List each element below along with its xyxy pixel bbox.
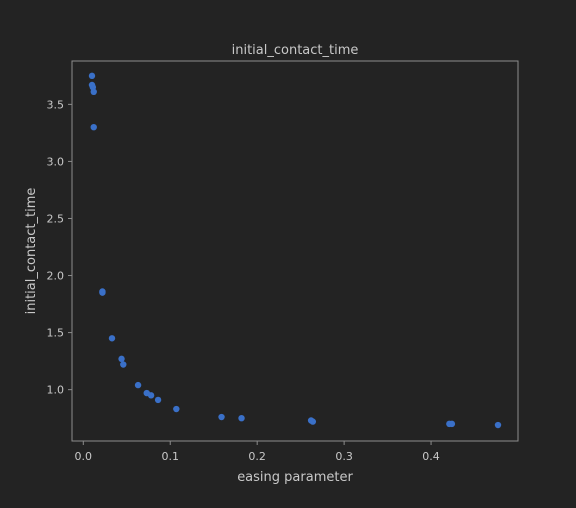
data-points: [88, 72, 502, 429]
y-tick-label: 3.5: [47, 98, 65, 111]
data-point: [134, 381, 142, 389]
data-point: [494, 421, 502, 429]
data-point: [218, 413, 225, 421]
data-point: [99, 289, 106, 296]
data-point: [120, 361, 127, 368]
data-point: [108, 335, 116, 342]
y-tick-label: 2.0: [47, 270, 65, 283]
y-axis-ticks: 1.0 1.5 2.0 2.5 3.0 3.5: [47, 98, 72, 397]
y-tick-label: 1.5: [47, 327, 65, 340]
data-point: [238, 414, 245, 422]
x-tick-label: 0.1: [161, 450, 179, 463]
data-point: [88, 72, 96, 80]
y-tick-label: 2.5: [47, 212, 65, 225]
x-tick-label: 0.3: [335, 450, 353, 463]
x-axis-label: easing parameter: [237, 470, 353, 485]
data-point: [147, 392, 155, 399]
data-point: [154, 396, 162, 404]
y-tick-label: 3.0: [47, 155, 65, 168]
data-point: [448, 420, 456, 428]
data-point: [90, 88, 97, 96]
x-axis-ticks: 0.0 0.1 0.2 0.3 0.4: [75, 441, 440, 463]
plot-area-frame: [71, 60, 519, 442]
y-axis-label: initial_contact_time: [24, 188, 39, 315]
y-tick-label: 1.0: [47, 384, 65, 397]
data-point: [90, 123, 97, 131]
x-tick-label: 0.0: [75, 450, 93, 463]
data-point: [309, 418, 317, 425]
x-tick-label: 0.4: [422, 450, 440, 463]
chart-title: initial_contact_time: [232, 43, 359, 58]
data-point: [173, 405, 180, 413]
data-point: [118, 355, 125, 363]
x-tick-label: 0.2: [248, 450, 266, 463]
